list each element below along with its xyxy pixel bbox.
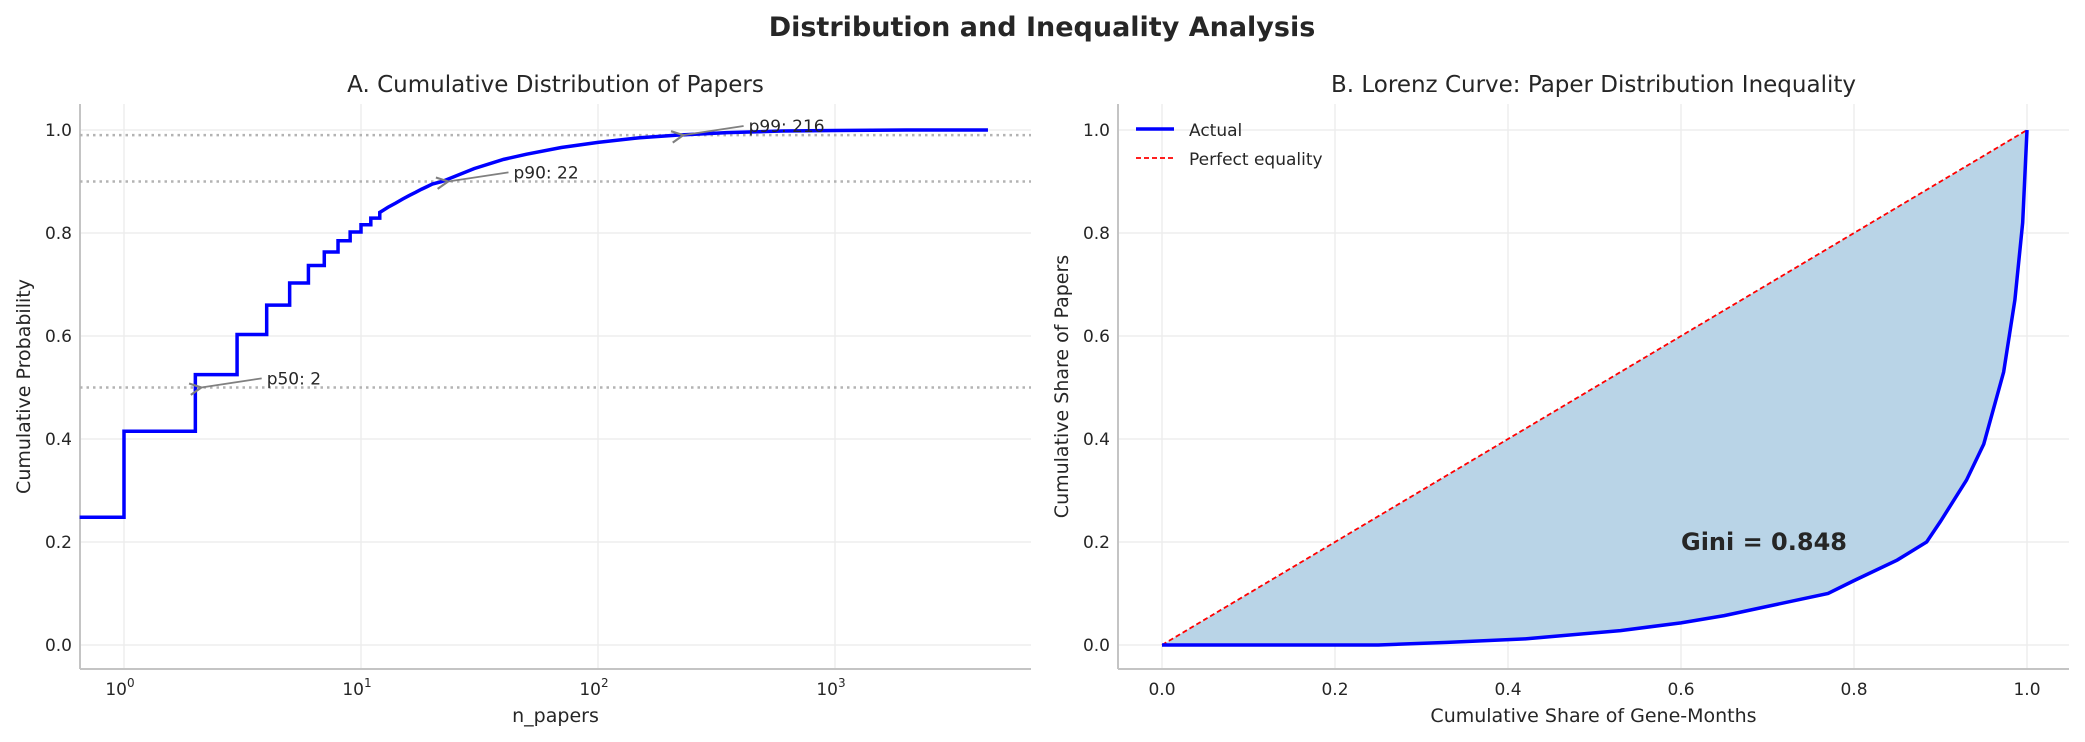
legend-label-actual: Actual <box>1189 121 1242 141</box>
percentile-annotation: p90: 22 <box>513 163 578 183</box>
y-tick-label: 0.2 <box>1083 533 1110 553</box>
y-tick-label: 0.0 <box>1083 636 1110 656</box>
x-tick-base: 10 <box>816 680 838 700</box>
y-tick-label: 1.0 <box>45 121 72 141</box>
x-tick-label: 103 <box>816 676 845 700</box>
y-tick-label: 0.4 <box>45 430 72 450</box>
x-tick-label: 100 <box>105 676 134 700</box>
y-tick-label: 0.8 <box>1083 224 1110 244</box>
annotation-arrow <box>448 171 509 181</box>
x-tick-label: 101 <box>342 676 371 700</box>
legend-label-equality: Perfect equality <box>1189 150 1323 170</box>
x-tick-label: 0.6 <box>1667 680 1694 700</box>
figure-title: Distribution and Inequality Analysis <box>769 12 1316 43</box>
annotation-arrow <box>683 125 744 135</box>
x-tick-exponent: 3 <box>838 676 846 690</box>
x-tick-base: 10 <box>342 680 364 700</box>
y-tick-label: 0.8 <box>45 224 72 244</box>
cdf-line <box>79 128 988 520</box>
y-tick-label: 1.0 <box>1083 121 1110 141</box>
y-tick-label: 0.4 <box>1083 430 1110 450</box>
y-axis-label: Cumulative Share of Papers <box>1051 255 1073 518</box>
x-tick-label: 0.8 <box>1840 680 1867 700</box>
percentile-annotation: p50: 2 <box>267 369 321 389</box>
x-axis-label: Cumulative Share of Gene-Months <box>1430 705 1756 727</box>
subplot-title: A. Cumulative Distribution of Papers <box>347 72 764 98</box>
x-tick-base: 10 <box>105 680 127 700</box>
y-axis-label: Cumulative Probability <box>13 279 35 494</box>
inequality-area <box>1162 130 2027 645</box>
x-tick-exponent: 0 <box>127 676 135 690</box>
x-tick-base: 10 <box>579 680 601 700</box>
subplot-b: 0.0 0.2 0.4 0.6 0.8 1.0 0.0 0.2 0.4 0.6 0.8 1.0 B. L… <box>1051 72 2069 727</box>
x-tick-label: 0.4 <box>1494 680 1521 700</box>
y-tick-label: 0.2 <box>45 533 72 553</box>
x-tick-label: 102 <box>579 676 608 700</box>
x-tick-label: 0.2 <box>1321 680 1348 700</box>
subplot-title: B. Lorenz Curve: Paper Distribution Ineq… <box>1331 72 1856 98</box>
gini-annotation: Gini = 0.848 <box>1681 528 1847 556</box>
x-tick-label: 1.0 <box>2013 680 2040 700</box>
lorenz-curve-line <box>1162 129 2029 647</box>
x-tick-label: 0.0 <box>1148 680 1175 700</box>
percentile-annotation: p99: 216 <box>749 117 825 137</box>
annotation-arrow <box>201 377 262 387</box>
x-tick-exponent: 2 <box>601 676 609 690</box>
y-tick-label: 0.6 <box>45 327 72 347</box>
legend: Actual Perfect equality <box>1136 121 1323 170</box>
y-tick-label: 0.6 <box>1083 327 1110 347</box>
x-tick-exponent: 1 <box>364 676 372 690</box>
x-axis-label: n_papers <box>512 705 599 727</box>
y-tick-label: 0.0 <box>45 636 72 656</box>
